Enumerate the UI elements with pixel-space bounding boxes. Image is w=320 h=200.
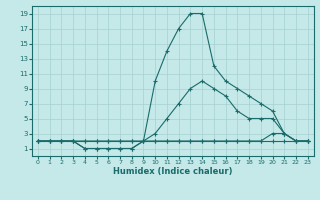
X-axis label: Humidex (Indice chaleur): Humidex (Indice chaleur): [113, 167, 233, 176]
